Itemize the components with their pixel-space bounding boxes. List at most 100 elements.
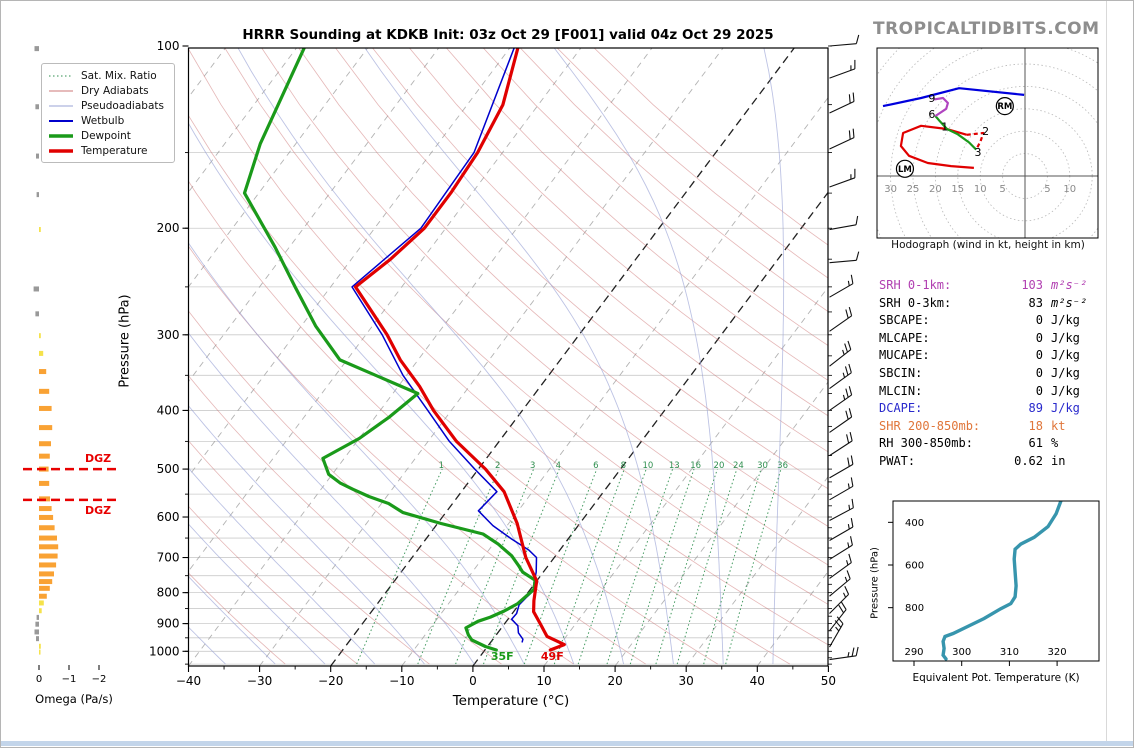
omega-panel: DGZ DGZ 0 −1 −2 [23,46,121,685]
stat-unit: J/kg [1051,348,1080,363]
stat-label: SRH 0-1km: [879,278,952,292]
stat-value: 83 [1028,295,1043,310]
hodograph-trace [966,131,985,151]
mixing-ratio-label: 1 [439,461,444,471]
hodograph-height-label: 9 [928,92,935,105]
temperature-tick-label: −10 [389,674,414,688]
legend-line-sample [49,133,73,138]
pressure-tick-label: 800 [157,586,180,600]
omega-bar [36,636,39,642]
thetae-panel: 400 600 800 290 300 310 320 [888,500,1100,666]
stat-row-sbcape: SBCAPE: 0 J/kg [879,312,1105,330]
hodograph-height-label: 6 [928,108,935,121]
stat-row-sbcin: SBCIN: 0 J/kg [879,365,1105,383]
stat-row-mlcin: MLCIN: 0 J/kg [879,383,1105,401]
omega-bar [36,153,39,159]
legend-item-dewpoint: Dewpoint [48,128,168,143]
thetae-pressure-tick: 400 [905,518,924,529]
omega-tick-label: −2 [92,674,107,685]
hodograph-height-label: 3 [974,146,981,159]
omega-bar [33,286,39,292]
omega-bar [39,453,50,459]
omega-bar [39,544,59,550]
stat-row-dcape: DCAPE: 89 J/kg [879,400,1105,418]
omega-bar [35,104,39,110]
pressure-tick-label: 400 [157,403,180,417]
omega-bar [39,535,57,541]
selection-highlight-bar [1,741,1133,746]
stat-unit: J/kg [1051,365,1080,380]
hodograph-tick-label: 10 [1063,184,1076,195]
page-title: HRRR Sounding at KDKB Init: 03z Oct 29 [… [242,27,774,43]
omega-bar [39,585,50,591]
dgz-label: DGZ [85,504,111,517]
stat-value: 61 [1028,436,1043,451]
pressure-axis-label: Pressure (hPa) [117,294,133,388]
hodograph-trace [882,87,1025,108]
pressure-tick-label: 600 [157,510,180,524]
tropicaltidbits-logo: TROPICALTIDBITS.COM [873,19,1100,39]
stat-value: 0.62 [1014,453,1043,468]
temperature-tick-label: 20 [607,674,622,688]
hodograph-tick-label: 30 [884,184,897,195]
omega-bar [34,629,39,635]
stat-unit: m²s⁻² [1051,278,1088,292]
stat-unit: m²s⁻² [1051,295,1088,310]
thetae-pressure-tick: 800 [905,603,924,614]
mixing-ratio-label: 20 [714,461,725,471]
omega-bar [35,621,39,627]
hodograph-trace [899,124,974,169]
curve-temperature [353,48,566,652]
omega-tick-label: 0 [36,674,42,685]
mixing-ratio-label: 30 [757,461,768,471]
wind-barbs [829,34,860,661]
thetae-temp-tick: 300 [952,647,971,658]
legend-line-sample [49,148,73,153]
stat-unit: kt [1051,418,1066,433]
mixing-ratio-label: 2 [495,461,500,471]
stat-label: SHR 200-850mb: [879,418,981,433]
temperature-tick-label: −30 [247,674,272,688]
omega-bar [39,506,52,512]
temperature-tick-label: 50 [821,674,836,688]
omega-bar [39,553,58,559]
hodograph-tick-label: 5 [1044,184,1050,195]
legend-label: Wetbulb [81,114,125,127]
stat-row-mlcape: MLCAPE: 0 J/kg [879,330,1105,348]
pressure-tick-label: 1000 [149,644,180,658]
skewt-legend: Sat. Mix. Ratio Dry Adiabats Pseudoadiabat… [41,63,175,163]
legend-line-sample [49,90,73,91]
stat-label: SRH 0-3km: [879,295,952,310]
omega-bar [39,600,44,606]
temperature-tick-label: −40 [176,674,201,688]
stat-label: SBCAPE: [879,313,930,328]
omega-bar [39,388,50,394]
mixing-ratio-label: 6 [593,461,598,471]
hodograph-trace [933,96,949,117]
omega-bar [35,311,39,317]
stat-value: 89 [1028,401,1043,416]
hodograph-caption: Hodograph (wind in kt, height in km) [891,239,1085,251]
stat-value: 0 [1035,383,1043,398]
legend-label: Dry Adiabats [81,84,149,97]
omega-bar [39,514,54,520]
surface-temp-label: 49F [541,650,564,663]
stat-label: SBCIN: [879,365,923,380]
omega-bar [39,350,44,356]
thetae-curve [941,501,1063,661]
omega-bar [39,405,52,411]
stats-panel: SRH 0-1km: 103 m²s⁻² SRH 0-3km: 83 m²s⁻² SBCAP… [879,277,1105,471]
mixing-ratio-label: 3 [530,461,535,471]
omega-bar [36,614,39,620]
hodograph-height-label: 2 [982,125,989,138]
omega-tick-label: −1 [62,674,77,685]
thetae-pressure-tick: 600 [905,561,924,572]
omega-bar [39,608,42,614]
stat-value: 18 [1028,418,1043,433]
omega-bar [39,425,53,431]
omega-axis-label: Omega (Pa/s) [35,692,113,706]
omega-bar [39,441,51,447]
legend-label: Pseudoadiabats [81,99,164,112]
stat-value: 0 [1035,348,1043,363]
